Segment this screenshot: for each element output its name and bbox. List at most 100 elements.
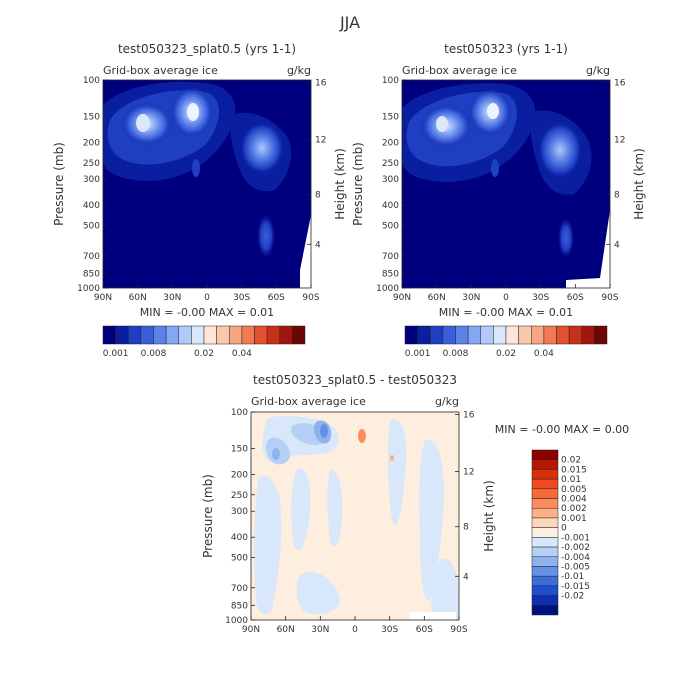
figure-title: JJA (339, 13, 360, 32)
panel-a-x-tick-label: 30S (233, 293, 250, 303)
panel-c-y-tick-label: 200 (231, 471, 248, 481)
panel-c-units: g/kg (435, 395, 459, 408)
panel-c-y-right-tick-label: 16 (463, 411, 475, 421)
panel-c-colorbar-label: -0.01 (561, 572, 584, 582)
panel-a-y-right-tick-label: 12 (315, 136, 326, 146)
panel-c-colorbar-box (531, 537, 559, 548)
panel-a-title: test050323_splat0.5 (yrs 1-1) (118, 42, 296, 56)
panel-a-y-tick-label: 100 (83, 76, 100, 86)
panel-a-y-right-tick-label: 4 (315, 240, 321, 250)
panel-c-y-tick-label: 700 (231, 584, 248, 594)
panel-c-colorbar-label: 0.02 (561, 456, 581, 466)
panel-c-colorbar-box (531, 527, 559, 538)
panel-c-colorbar-label: 0.004 (561, 495, 587, 505)
panel-c-field (251, 412, 459, 620)
panel-c-x-tick-label: 0 (352, 625, 358, 635)
panel-c-x-tick-label: 90N (242, 625, 260, 635)
panel-b-y-tick-label: 200 (382, 139, 399, 149)
panel-b-colorbar-box (581, 325, 595, 345)
panel-b-y-right-tick-label: 4 (614, 240, 620, 250)
panel-b-colorbar-box (518, 325, 532, 345)
panel-a-x-tick-label: 60S (268, 293, 285, 303)
panel-a-variable: Grid-box average ice (103, 64, 218, 77)
panel-c-colorbar-label: 0 (561, 524, 567, 534)
panel-b-y-tick-label: 500 (382, 221, 399, 231)
panel-b-variable: Grid-box average ice (402, 64, 517, 77)
panel-a-y-tick-label: 200 (83, 139, 100, 149)
panel-c-colorbar-box (531, 488, 559, 499)
panel-c-colorbar-label: 0.002 (561, 504, 587, 514)
panel-a: test050323_splat0.5 (yrs 1-1) Grid-box a… (52, 42, 347, 359)
panel-a-y-tick-label: 1000 (77, 284, 100, 294)
panel-b-y-tick-label: 300 (382, 175, 399, 185)
panel-a-colorbar-label: 0.001 (103, 349, 129, 359)
panel-c-colorbar-box (531, 575, 559, 587)
panel-c-colorbar-box (531, 478, 559, 490)
panel-b-field (402, 80, 610, 288)
panel-b-x-tick-label: 60S (567, 293, 584, 303)
panel-b-x-tick-label: 90S (601, 293, 618, 303)
panel-c-colorbar-box (531, 498, 559, 509)
panel-b-stats: MIN = -0.00 MAX = 0.01 (439, 306, 573, 319)
panel-c-colorbar-label: -0.02 (561, 592, 584, 602)
panel-c-y-right-tick-label: 8 (463, 523, 469, 533)
panel-a-colorbar-box (178, 325, 192, 345)
panel-c-y-tick-label: 150 (231, 445, 248, 455)
panel-b-colorbar-box (543, 325, 557, 345)
panel-c-y-tick-label: 500 (231, 553, 248, 563)
panel-b-colorbar-box (404, 325, 418, 345)
panel-c-colorbar-box (531, 605, 559, 616)
panel-a-colorbar-box (266, 325, 280, 345)
panel-a-x-tick-label: 90S (302, 293, 319, 303)
panel-b-x-tick-label: 60N (428, 293, 446, 303)
panel-a-colorbar-box (203, 325, 217, 345)
panel-b-colorbar: 0.001 0.008 0.02 0.04 (404, 325, 608, 359)
panel-c-y-tick-label: 400 (231, 533, 248, 543)
panel-a-colorbar-box (254, 325, 268, 345)
panel-b-colorbar-label: 0.001 (405, 349, 431, 359)
panel-a-colorbar-box (140, 325, 154, 345)
panel-b-colorbar-box (505, 325, 519, 345)
panel-b-ylabel: Pressure (mb) (351, 142, 365, 226)
panel-c-y-tick-label: 300 (231, 507, 248, 517)
panel-a-colorbar-box (292, 325, 306, 345)
panel-a-colorbar-label: 0.02 (194, 349, 214, 359)
panel-a-colorbar-box (216, 325, 230, 345)
panel-a-x-tick-label: 30N (163, 293, 181, 303)
panel-a-units: g/kg (287, 64, 311, 77)
panel-c-colorbar-box (531, 566, 559, 577)
panel-a-ylabel: Pressure (mb) (52, 142, 66, 226)
panel-c-colorbar-box (531, 546, 559, 558)
panel-b-colorbar-box (467, 325, 481, 345)
panel-a-y-tick-label: 500 (83, 221, 100, 231)
panel-c-colorbar-label: -0.001 (561, 533, 590, 543)
panel-b-y-tick-label: 850 (382, 269, 399, 279)
panel-b-y-right-tick-label: 8 (614, 191, 620, 201)
panel-c-colorbar-label: 0.015 (561, 465, 587, 475)
panel-b-colorbar-box (417, 325, 431, 345)
panel-a-colorbar-box (115, 325, 129, 345)
panel-c-y-right-tick-label: 12 (463, 468, 474, 478)
panel-b-colorbar-box (430, 325, 444, 345)
panel-a-y-tick-label: 300 (83, 175, 100, 185)
panel-c-x-tick-label: 30S (381, 625, 398, 635)
panel-b-x-tick-label: 0 (503, 293, 509, 303)
panel-c-x-tick-label: 30N (311, 625, 329, 635)
panel-c-colorbar-box (531, 556, 559, 567)
panel-a-ylabel-right: Height (km) (333, 148, 347, 219)
panel-b-units: g/kg (586, 64, 610, 77)
panel-b-colorbar-box (556, 325, 570, 345)
panel-a-x-tick-label: 0 (204, 293, 210, 303)
panel-c-colorbar-box (531, 459, 559, 470)
panel-b-y-tick-label: 400 (382, 201, 399, 211)
panel-b-colorbar-box (493, 325, 507, 345)
panel-c-x-tick-label: 60N (277, 625, 295, 635)
panel-a-x-tick-label: 60N (129, 293, 147, 303)
panel-a-y-tick-label: 150 (83, 113, 100, 123)
panel-a-colorbar-label: 0.04 (232, 349, 252, 359)
panel-b-colorbar-box (455, 325, 469, 345)
panel-b-y-tick-label: 700 (382, 252, 399, 262)
panel-c-y-tick-label: 250 (231, 491, 248, 501)
panel-a-field (103, 80, 311, 288)
panel-a-y-tick-label: 400 (83, 201, 100, 211)
